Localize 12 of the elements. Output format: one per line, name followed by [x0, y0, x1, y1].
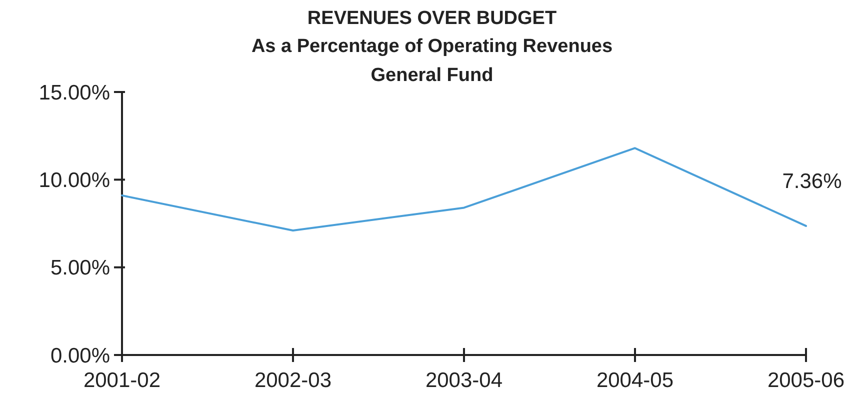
chart-title: REVENUES OVER BUDGET — [307, 8, 557, 29]
x-tick-label: 2005-06 — [767, 369, 845, 392]
x-tick-label: 2001-02 — [83, 369, 161, 392]
y-tick-label: 5.00% — [50, 256, 110, 280]
chart-subtitle: As a Percentage of Operating Revenues General Fund — [251, 36, 613, 86]
data-label: 7.36% — [782, 170, 842, 193]
y-tick-label: 10.00% — [38, 169, 110, 192]
x-tick-label: 2003-04 — [425, 369, 503, 392]
x-tick-label: 2002-03 — [254, 369, 332, 392]
y-tick-label: 0.00% — [50, 344, 110, 368]
x-tick-label: 2004-05 — [596, 369, 674, 392]
y-tick-label: 15.00% — [38, 81, 110, 104]
